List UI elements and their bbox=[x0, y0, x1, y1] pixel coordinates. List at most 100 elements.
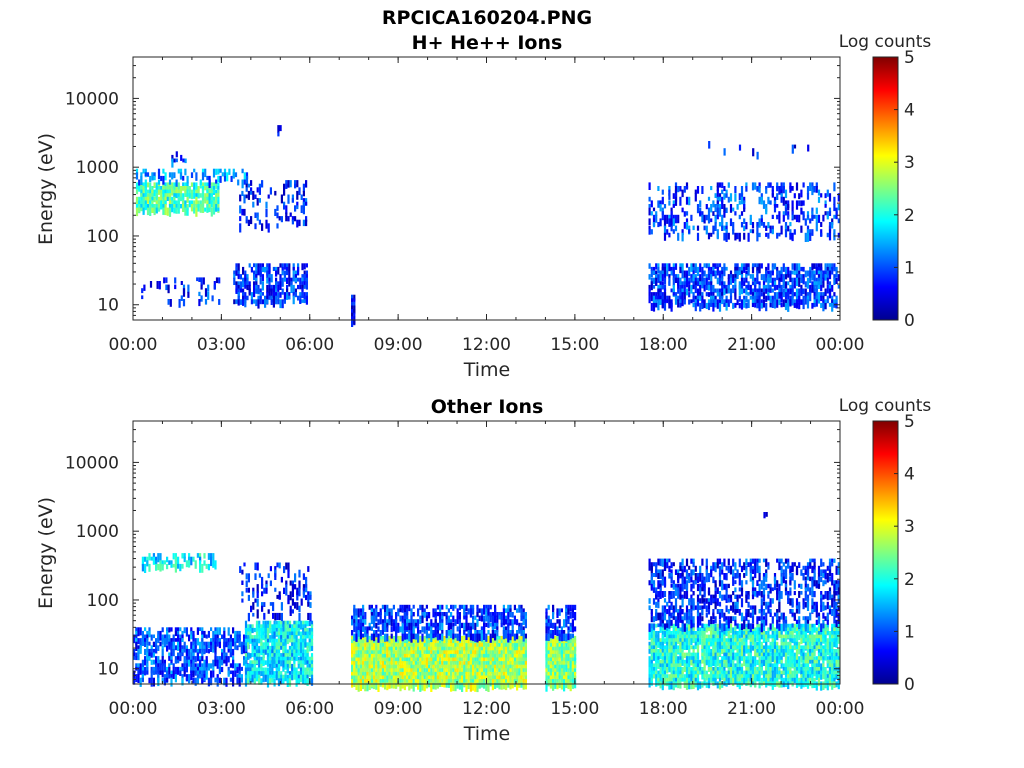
spectrogram-cell bbox=[303, 263, 306, 270]
spectrogram-cell bbox=[359, 615, 362, 621]
spectrogram-cell bbox=[705, 225, 708, 235]
spectrogram-cell bbox=[207, 291, 210, 300]
spectrogram-cell bbox=[243, 641, 246, 649]
spectrogram-cell bbox=[141, 666, 144, 673]
spectrogram-cell bbox=[250, 266, 253, 273]
spectrogram-cell bbox=[229, 634, 232, 639]
spectrogram-cell bbox=[243, 562, 246, 567]
spectrogram-cell bbox=[650, 200, 653, 208]
spectrogram-cell bbox=[392, 635, 395, 640]
spectrogram-cell bbox=[264, 299, 267, 308]
spectrogram-cell bbox=[250, 190, 253, 195]
spectrogram-cell bbox=[277, 678, 281, 687]
spectrogram-cell bbox=[461, 639, 464, 645]
spectrogram-cell bbox=[560, 682, 563, 690]
spectrogram-cell bbox=[244, 277, 247, 285]
spectrogram-cell bbox=[249, 667, 252, 672]
spectrogram-cell bbox=[423, 643, 426, 647]
spectrogram-cell bbox=[545, 633, 548, 641]
spectrogram-cell bbox=[184, 193, 187, 197]
spectrogram-cell bbox=[511, 612, 514, 618]
spectrogram-cell bbox=[373, 657, 376, 664]
spectrogram-cell bbox=[791, 299, 794, 306]
spectrogram-cell bbox=[196, 627, 199, 635]
spectrogram-cell bbox=[414, 646, 417, 654]
spectrogram-cell bbox=[166, 677, 169, 682]
spectrogram-cell bbox=[168, 652, 171, 658]
spectrogram-cell bbox=[432, 622, 435, 628]
spectrogram-cell bbox=[480, 630, 483, 637]
spectrogram-cell bbox=[688, 652, 691, 658]
spectrogram-cell bbox=[268, 266, 271, 275]
spectrogram-cell bbox=[428, 664, 431, 669]
spectrogram-cell bbox=[507, 653, 510, 659]
spectrogram-cell bbox=[694, 299, 697, 306]
spectrogram-cell bbox=[225, 659, 228, 667]
spectrogram-cell bbox=[456, 626, 459, 632]
spectrogram-cell bbox=[556, 635, 559, 640]
spectrogram-cell bbox=[683, 659, 686, 665]
spectrogram-cell bbox=[674, 670, 678, 678]
spectrogram-cell bbox=[364, 671, 367, 676]
spectrogram-cell bbox=[511, 657, 514, 664]
spectrogram-cell bbox=[789, 277, 792, 283]
spectrogram-cell bbox=[817, 196, 821, 203]
spectrogram-cell bbox=[670, 631, 673, 637]
spectrogram-cell bbox=[696, 638, 700, 644]
spectrogram-cell bbox=[238, 677, 241, 687]
spectrogram-cell bbox=[166, 193, 169, 200]
spectrogram-cell bbox=[762, 222, 766, 228]
spectrogram-cell bbox=[238, 641, 241, 647]
spectrogram-cell bbox=[146, 207, 150, 216]
spectrogram-cell bbox=[677, 295, 680, 301]
spectrogram-cell bbox=[793, 144, 797, 149]
spectrogram-cell bbox=[509, 657, 512, 665]
spectrogram-cell bbox=[683, 299, 686, 305]
spectrogram-cell bbox=[280, 624, 283, 630]
spectrogram-cell bbox=[480, 682, 483, 688]
spectrogram-cell bbox=[520, 668, 523, 674]
spectrogram-cell bbox=[520, 604, 523, 610]
spectrogram-cell bbox=[507, 661, 510, 668]
spectrogram-cell bbox=[558, 633, 561, 641]
spectrogram-cell bbox=[441, 650, 444, 654]
spectrogram-cell bbox=[791, 292, 794, 298]
spectrogram-cell bbox=[247, 190, 250, 200]
spectrogram-cell bbox=[183, 641, 186, 646]
spectrogram-cell bbox=[351, 657, 354, 665]
spectrogram-cell bbox=[565, 619, 568, 628]
spectrogram-cell bbox=[478, 608, 481, 613]
spectrogram-cell bbox=[266, 284, 269, 293]
spectrogram-cell bbox=[417, 675, 420, 680]
spectrogram-cell bbox=[558, 682, 561, 689]
spectrogram-cell bbox=[381, 664, 384, 669]
spectrogram-cell bbox=[239, 194, 242, 202]
spectrogram-cell bbox=[674, 295, 678, 301]
spectrogram-cell bbox=[441, 615, 444, 621]
spectrogram-cell bbox=[756, 225, 759, 235]
spectrogram-cell bbox=[461, 622, 464, 629]
spectrogram-cell bbox=[648, 204, 651, 208]
spectrogram-cell bbox=[244, 620, 248, 630]
spectrogram-cell bbox=[511, 643, 514, 651]
spectrogram-cell bbox=[175, 158, 178, 163]
spectrogram-cell bbox=[193, 204, 196, 211]
spectrogram-cell bbox=[362, 668, 365, 672]
spectrogram-cell bbox=[310, 635, 314, 641]
spectrogram-cell bbox=[368, 679, 371, 684]
spectrogram-cell bbox=[273, 638, 276, 648]
spectrogram-cell bbox=[149, 182, 152, 190]
spectrogram-cell bbox=[212, 553, 215, 561]
spectrogram-cell bbox=[791, 277, 794, 287]
spectrogram-cell bbox=[688, 638, 691, 647]
spectrogram-cell bbox=[567, 682, 570, 690]
spectrogram-cell bbox=[163, 560, 166, 565]
spectrogram-cell bbox=[194, 560, 197, 569]
spectrogram-cell bbox=[249, 638, 252, 644]
spectrogram-cell bbox=[166, 563, 169, 570]
spectrogram-cell bbox=[244, 678, 248, 687]
spectrogram-cell bbox=[685, 222, 689, 230]
spectrogram-cell bbox=[175, 179, 178, 187]
spectrogram-cell bbox=[184, 182, 187, 189]
spectrogram-cell bbox=[167, 299, 170, 305]
